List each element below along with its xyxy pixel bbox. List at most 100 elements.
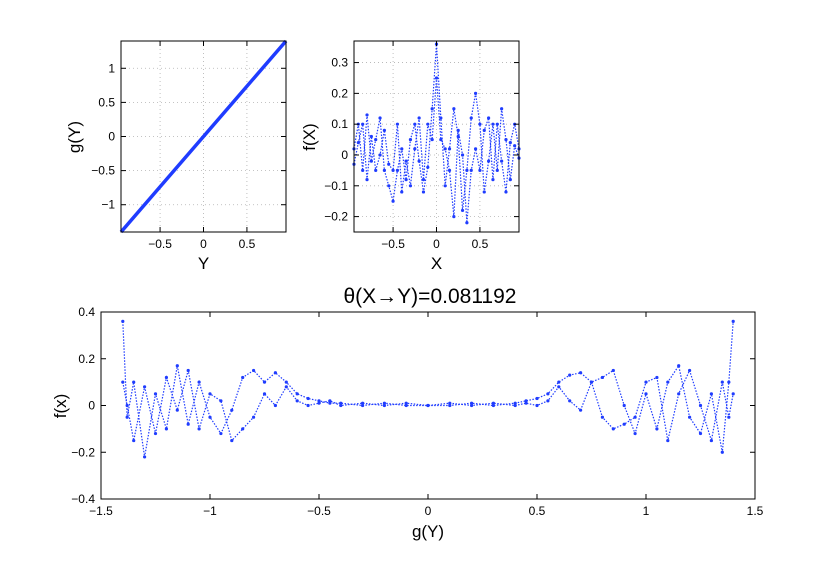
series-secondary-point-7 — [382, 128, 386, 132]
x-tick-label-3: 0 — [425, 504, 432, 518]
series-secondary-point-16 — [284, 385, 288, 389]
x-tick-label-5: 1 — [643, 504, 650, 518]
series-primary-point-33 — [495, 168, 499, 172]
series-secondary-point-33 — [495, 122, 499, 126]
y-tick-label-1: −0.2 — [71, 445, 95, 459]
series-secondary-point-19 — [317, 401, 321, 405]
series-primary-point-31 — [487, 159, 491, 163]
series-primary-point-49 — [727, 380, 731, 384]
series-secondary-point-42 — [655, 375, 659, 380]
series-primary-point-3 — [143, 455, 147, 459]
series-secondary-point-2 — [361, 122, 365, 126]
series-secondary-point-21 — [443, 147, 447, 151]
series-primary-point-20 — [439, 116, 443, 120]
series-primary-point-29 — [478, 122, 482, 126]
series-primary-point-34 — [500, 107, 504, 111]
series-secondary-point-33 — [557, 385, 561, 389]
series-secondary-point-40 — [633, 415, 637, 419]
series-primary-point-22 — [447, 147, 452, 151]
x-axis-label: g(Y) — [412, 522, 444, 541]
series-primary-point-6 — [175, 364, 179, 368]
series-secondary-point-49 — [727, 415, 731, 419]
x-tick-label-2: −0.5 — [307, 504, 331, 518]
series-secondary-point-28 — [473, 147, 478, 151]
series-primary-point-44 — [677, 364, 681, 368]
series-primary-point-15 — [273, 371, 277, 375]
series-primary-point-28 — [473, 91, 478, 95]
series-primary-point-12 — [241, 375, 245, 380]
series-secondary-point-10 — [395, 122, 400, 126]
series-secondary-point-39 — [622, 422, 626, 426]
series-primary-point-28 — [491, 403, 495, 408]
series-secondary-point-25 — [460, 153, 465, 157]
series-primary-point-31 — [535, 396, 539, 401]
series-primary-point-2 — [132, 380, 136, 384]
series-secondary-point-2 — [132, 438, 136, 443]
series-secondary-point-27 — [470, 403, 474, 408]
series-primary-point-17 — [426, 165, 430, 169]
y-tick-label-1: −0.1 — [324, 179, 348, 193]
series-primary-point-8 — [387, 184, 391, 188]
series-secondary-point-20 — [328, 399, 332, 403]
series-primary-point-27 — [470, 401, 474, 405]
series-primary-point-30 — [524, 399, 528, 403]
series-secondary-point-1 — [125, 403, 129, 408]
series-secondary-point-6 — [378, 153, 382, 157]
y-tick-label-2: 0 — [88, 399, 95, 413]
series-secondary-point-4 — [153, 431, 158, 436]
series-primary-point-29 — [513, 401, 517, 405]
series-secondary-point-9 — [208, 392, 212, 396]
series-primary-point-18 — [306, 396, 310, 401]
series-secondary-point-22 — [361, 401, 365, 405]
series-secondary-point-47 — [709, 438, 714, 443]
series-primary-point-11 — [400, 147, 404, 151]
series-primary-point-18 — [430, 107, 434, 111]
series-secondary-point-16 — [421, 178, 426, 182]
series-secondary-point-29 — [513, 403, 517, 408]
series-primary-point-12 — [404, 178, 408, 182]
series-primary-point-7 — [382, 168, 386, 172]
series-primary-point-42 — [655, 427, 659, 431]
series-primary-point-17 — [295, 392, 299, 396]
series-primary-point-45 — [688, 415, 692, 419]
series-secondary-point-36 — [589, 380, 594, 384]
plot-f-of-x: −0.5 0 0.5 −0.2 −0.1 0 0.1 0.2 0.3 Xf(X) — [300, 40, 521, 273]
series-primary-point-3 — [365, 113, 369, 117]
series-primary-point-14 — [413, 122, 417, 126]
series-secondary-point-17 — [426, 122, 430, 126]
figure-title: θ(X→Y)=0.081192 — [344, 285, 517, 308]
series-secondary-point-31 — [535, 403, 539, 408]
series-primary-point-41 — [644, 392, 648, 396]
series-primary-point-21 — [339, 401, 343, 405]
series-secondary-point-8 — [387, 162, 391, 166]
series-primary-point-23 — [382, 401, 386, 405]
series-secondary-point-46 — [698, 403, 703, 408]
series-primary-point-2 — [361, 168, 365, 172]
series-primary-point-35 — [504, 137, 508, 142]
series-primary-point-23 — [452, 107, 456, 111]
series-secondary-point-5 — [164, 375, 168, 380]
x-axis-label: Y — [198, 254, 209, 273]
x-tick-label-2: 0.5 — [472, 237, 489, 251]
series-primary-point-40 — [633, 431, 637, 436]
series-primary-point-22 — [361, 403, 365, 408]
series-secondary-point-1 — [356, 141, 360, 145]
series-primary-point-50 — [731, 319, 735, 323]
series-secondary-point-13 — [408, 184, 413, 188]
x-tick-label-1: −1 — [203, 504, 217, 518]
series-secondary-point-43 — [666, 438, 670, 443]
series-secondary-point-32 — [491, 178, 495, 182]
series-secondary-point-32 — [546, 399, 550, 403]
series-primary-point-38 — [611, 368, 615, 373]
series-secondary-point-14 — [413, 147, 417, 151]
y-tick-label-3: 0.5 — [98, 95, 115, 109]
series-secondary-point-24 — [456, 128, 460, 132]
x-tick-label-0: −1.5 — [89, 504, 113, 518]
y-tick-label-2: 0 — [341, 148, 348, 162]
series-secondary-point-13 — [252, 415, 256, 419]
series-secondary-point-4 — [369, 134, 373, 139]
series-secondary-point-41 — [644, 380, 648, 384]
series-secondary-point-50 — [731, 392, 735, 396]
series-primary-point-7 — [186, 422, 190, 426]
